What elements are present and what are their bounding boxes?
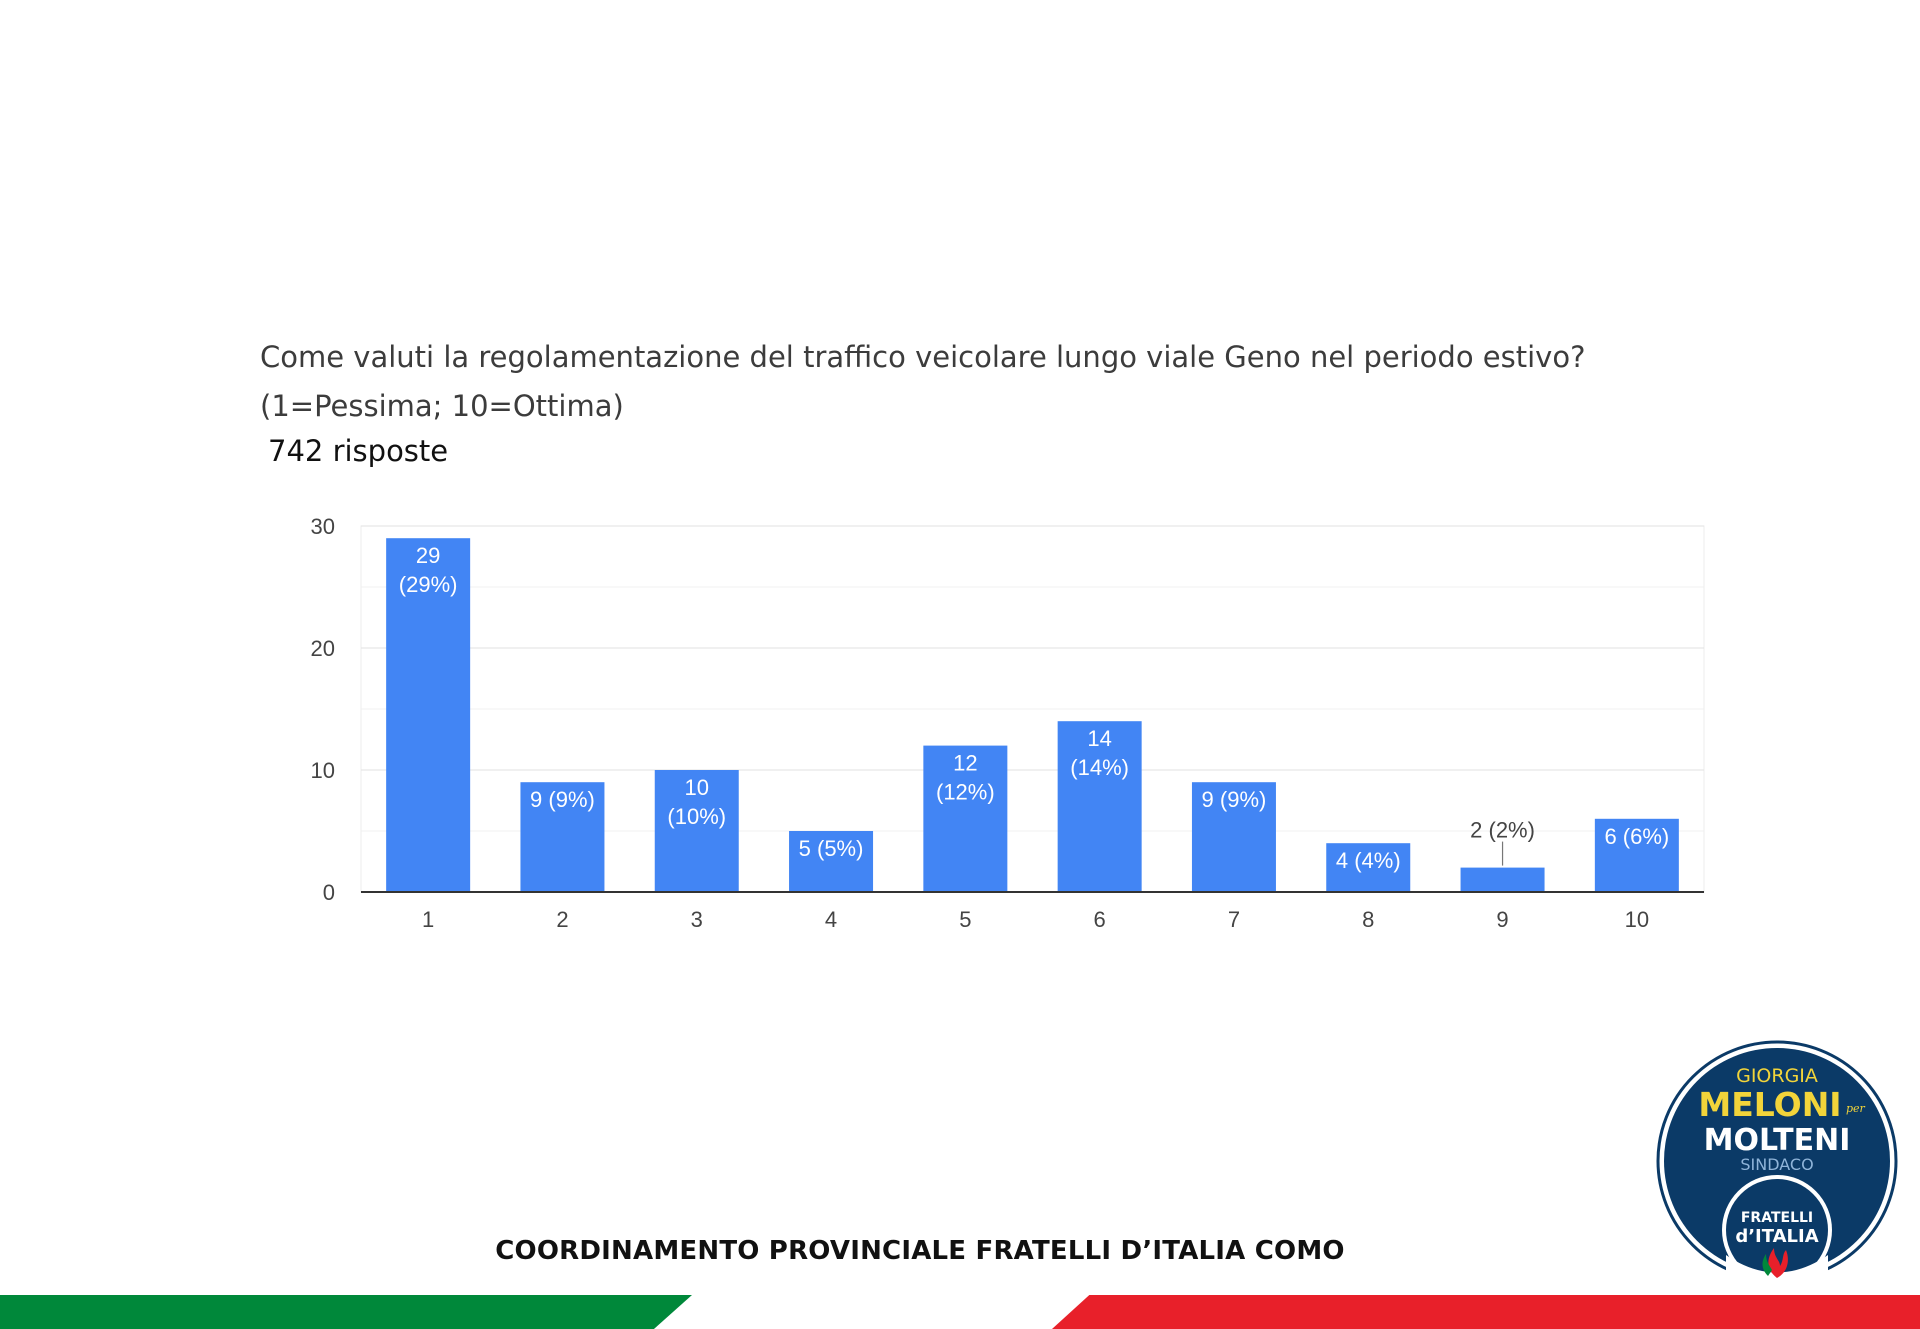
x-tick-label: 1 xyxy=(422,907,434,932)
bar xyxy=(1594,818,1679,892)
bar xyxy=(1057,721,1142,892)
bar xyxy=(1326,843,1411,892)
data-label: 29 (29%) xyxy=(399,543,458,597)
x-tick-label: 9 xyxy=(1496,907,1508,932)
logo-text-sindaco: SINDACO xyxy=(1740,1155,1813,1174)
bar xyxy=(1191,782,1276,892)
logo-text-molteni: MOLTENI xyxy=(1704,1123,1851,1158)
data-label: 9 (9%) xyxy=(1202,787,1267,812)
bar xyxy=(1460,867,1545,892)
bar xyxy=(789,831,874,892)
data-label: 12 (12%) xyxy=(936,751,995,805)
logo-text-italia: d’ITALIA xyxy=(1735,1226,1818,1247)
x-tick-label: 5 xyxy=(959,907,971,932)
bar xyxy=(386,538,471,892)
logo-text-per: per xyxy=(1846,1102,1866,1115)
responses-count: 742 risposte xyxy=(268,434,449,468)
bar xyxy=(654,770,739,892)
chart-bars xyxy=(386,538,1679,892)
x-tick-label: 7 xyxy=(1228,907,1240,932)
x-tick-label: 6 xyxy=(1094,907,1106,932)
data-label: 6 (6%) xyxy=(1604,824,1669,849)
question-scale-note: (1=Pessima; 10=Ottima) xyxy=(260,389,624,423)
y-tick-label: 0 xyxy=(323,880,335,905)
data-label: 5 (5%) xyxy=(799,836,864,861)
chart-data-labels: 29 (29%) 9 (9%) 10 (10%) 5 (5%) 12 (12%) 14 (14%)… xyxy=(399,543,1669,873)
bar xyxy=(520,782,605,892)
data-label: 10 (10%) xyxy=(667,775,726,829)
party-logo: GIORGIA MELONI per MOLTENI SINDACO FRATE… xyxy=(1656,1040,1898,1282)
logo-text-giorgia: GIORGIA xyxy=(1736,1065,1818,1087)
x-tick-label: 10 xyxy=(1625,907,1649,932)
question-text: Come valuti la regolamentazione del traf… xyxy=(260,340,1586,374)
logo-text-meloni: MELONI xyxy=(1698,1085,1841,1124)
data-label: 14 (14%) xyxy=(1070,726,1129,780)
x-tick-label: 4 xyxy=(825,907,837,932)
question-title: Come valuti la regolamentazione del traf… xyxy=(260,333,1720,431)
footer-text: COORDINAMENTO PROVINCIALE FRATELLI D’ITA… xyxy=(495,1236,1345,1266)
flag-stripe-red xyxy=(1052,1295,1920,1329)
x-tick-label: 3 xyxy=(691,907,703,932)
x-tick-label: 2 xyxy=(556,907,568,932)
bar-chart: 0 10 20 30 1 2 3 4 5 6 7 8 9 10 29 (29%) 9 (9%) 10 (10%) 5… xyxy=(311,514,1705,932)
chart-ticks: 0 10 20 30 1 2 3 4 5 6 7 8 9 10 xyxy=(311,514,1704,932)
data-label: 9 (9%) xyxy=(530,787,595,812)
flag-stripe-green xyxy=(0,1295,692,1329)
flame-icon xyxy=(1768,1248,1788,1278)
bar xyxy=(923,745,1008,892)
data-label: 2 (2%) xyxy=(1470,818,1535,843)
data-label: 4 (4%) xyxy=(1336,848,1401,873)
y-tick-label: 10 xyxy=(311,758,335,783)
y-tick-label: 20 xyxy=(311,636,335,661)
logo-text-fratelli: FRATELLI xyxy=(1741,1210,1813,1226)
y-tick-label: 30 xyxy=(311,514,335,539)
x-tick-label: 8 xyxy=(1362,907,1374,932)
